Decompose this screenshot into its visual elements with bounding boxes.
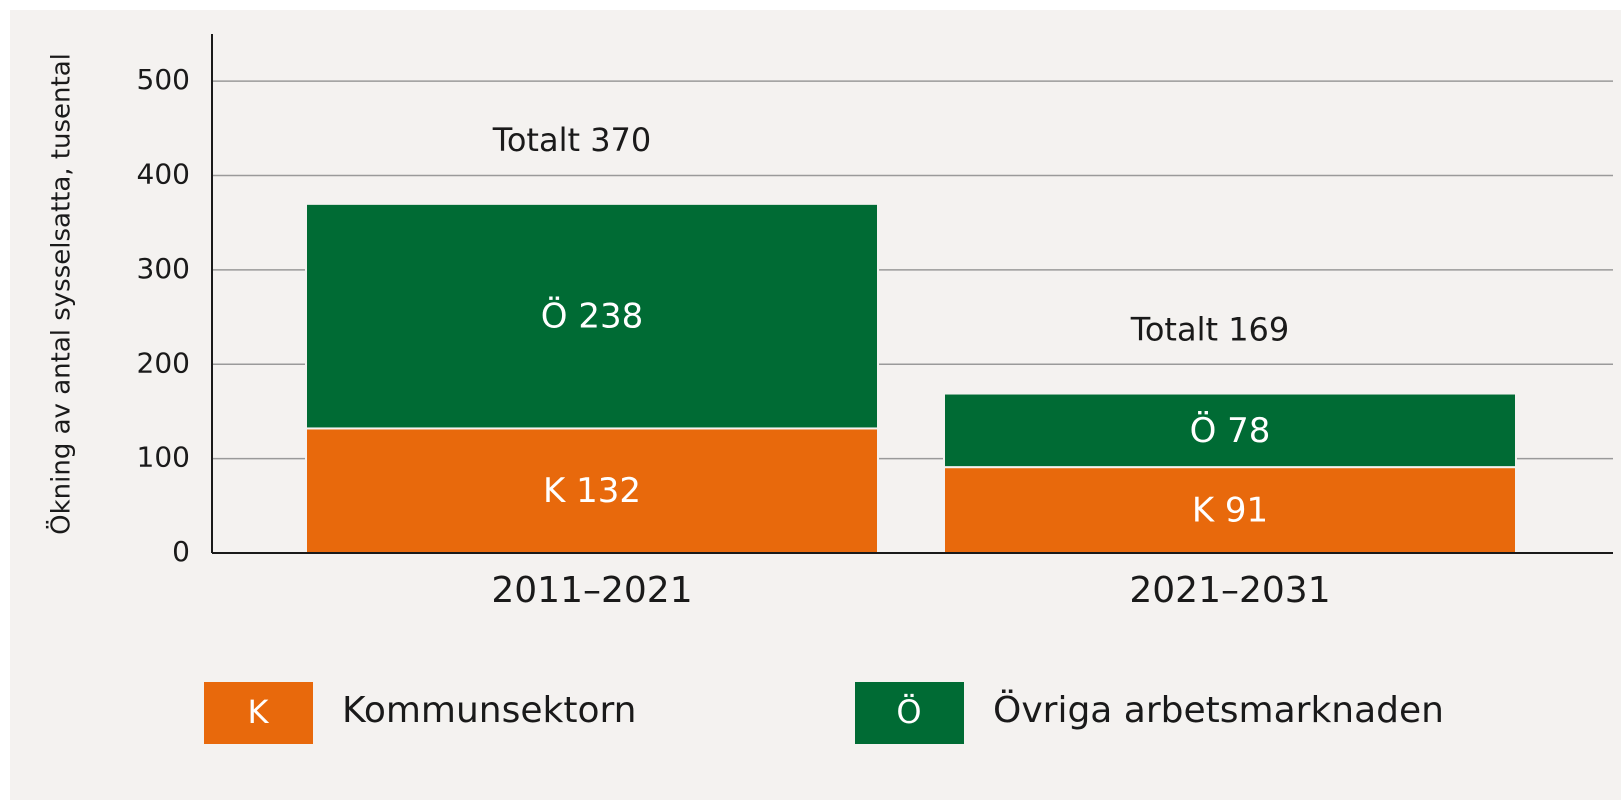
x-tick-label: 2021–2031 bbox=[1129, 570, 1330, 611]
bar-segment bbox=[943, 466, 1517, 554]
y-tick-label: 400 bbox=[137, 158, 190, 191]
legend-label: Kommunsektorn bbox=[342, 690, 637, 731]
value-label: Ö 78 bbox=[1190, 410, 1271, 451]
bar-segment bbox=[305, 202, 879, 430]
value-label: K 91 bbox=[1192, 491, 1268, 531]
total-label: Totalt 370 bbox=[492, 121, 652, 159]
legend-label: Övriga arbetsmarknaden bbox=[993, 689, 1444, 731]
x-tick-label: 2011–2021 bbox=[491, 570, 692, 611]
y-tick-label: 0 bbox=[172, 535, 190, 568]
y-tick-label: 100 bbox=[137, 441, 190, 474]
y-tick-label: 500 bbox=[137, 63, 190, 96]
legend-key: K bbox=[248, 693, 270, 731]
bar-segment bbox=[305, 427, 879, 554]
legend-key: Ö bbox=[896, 693, 921, 731]
legend-swatch bbox=[855, 682, 964, 744]
bar-segment bbox=[943, 392, 1517, 469]
value-label: K 132 bbox=[543, 471, 641, 511]
legend-swatch bbox=[204, 682, 313, 744]
y-tick-label: 200 bbox=[137, 346, 190, 379]
total-label: Totalt 169 bbox=[1130, 311, 1290, 349]
y-tick-label: 300 bbox=[137, 252, 190, 285]
y-axis-label: Ökning av antal sysselsatta, tusental bbox=[45, 53, 77, 535]
value-label: Ö 238 bbox=[541, 296, 643, 337]
